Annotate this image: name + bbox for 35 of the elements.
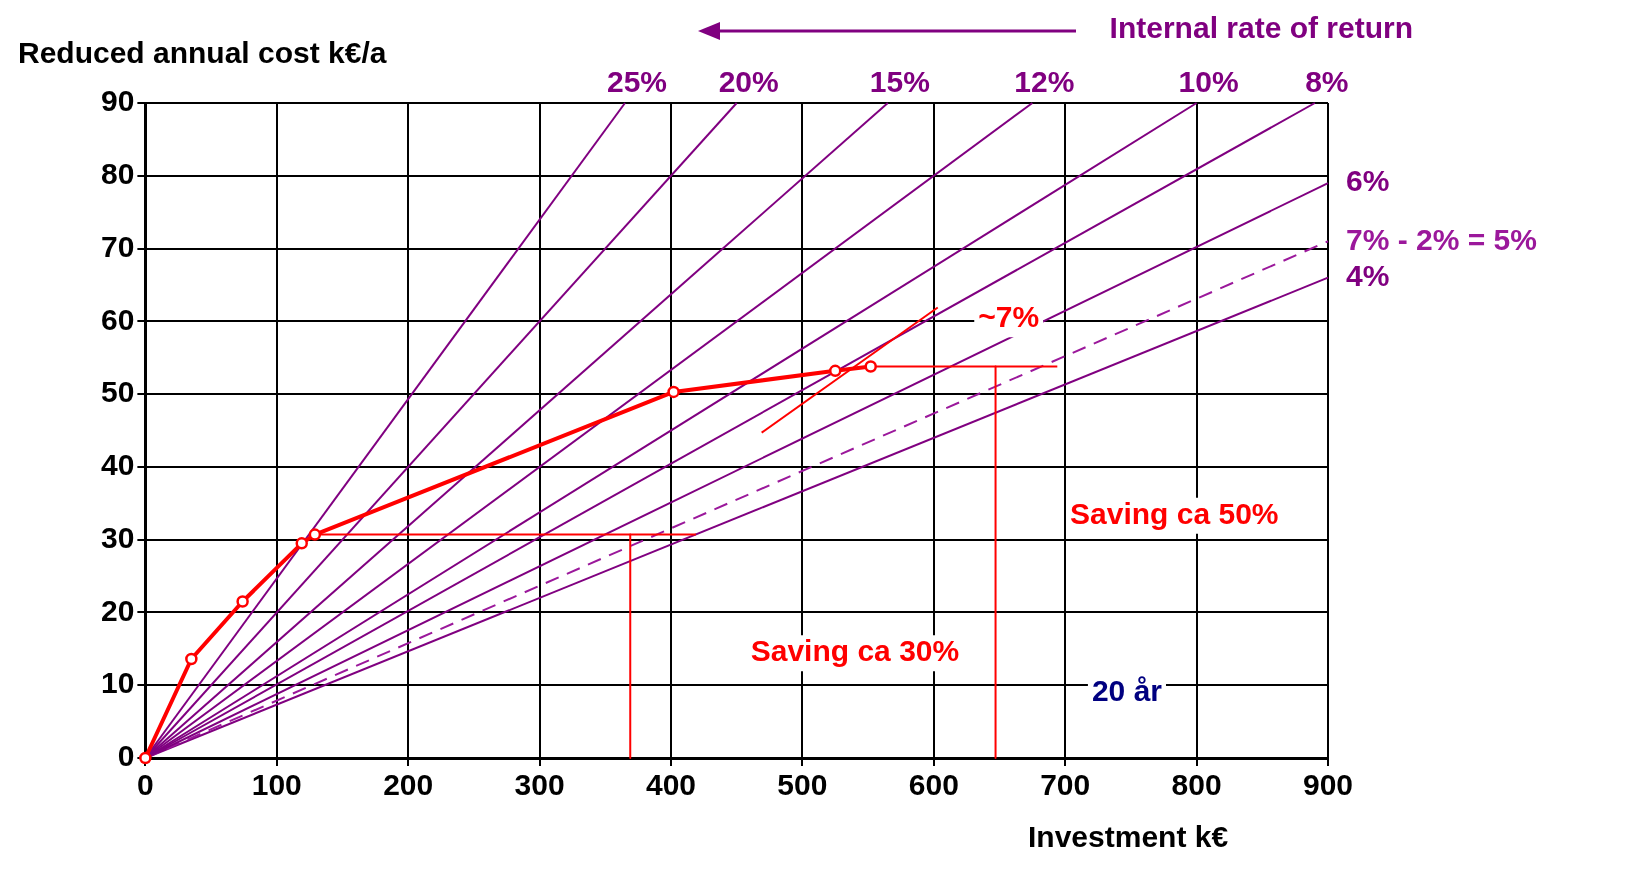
x-tick-label: 500: [777, 768, 828, 802]
y-tick-label: 60: [100, 302, 135, 336]
y-axis-title: Reduced annual cost k€/a: [18, 36, 387, 70]
y-tick-label: 0: [117, 739, 135, 773]
series-label: 6%: [1346, 164, 1390, 198]
series-label: 8%: [1305, 65, 1349, 99]
y-tick-label: 10: [100, 666, 135, 700]
y-tick-label: 90: [100, 84, 135, 118]
x-tick-label: 800: [1171, 768, 1222, 802]
y-tick-label: 20: [100, 593, 135, 627]
x-tick-label: 200: [383, 768, 434, 802]
series-label: 25%: [606, 65, 668, 99]
x-tick-label: 900: [1302, 768, 1354, 802]
x-tick-label: 300: [514, 768, 565, 802]
series-label: 10%: [1178, 65, 1239, 99]
y-tick-label: 80: [100, 157, 135, 191]
series-label: 15%: [869, 65, 930, 99]
series-label: 12%: [1014, 65, 1075, 99]
annotation: 20 år: [1091, 673, 1163, 707]
series-label: 4%: [1346, 258, 1390, 292]
y-tick-label: 50: [100, 375, 135, 409]
y-tick-label: 40: [100, 448, 135, 482]
y-tick-label: 30: [100, 520, 135, 554]
text: Internal rate of return: [1109, 11, 1413, 45]
x-tick-label: 600: [908, 768, 959, 802]
x-axis-title: Investment k€: [1028, 820, 1229, 854]
y-tick-label: 70: [100, 229, 135, 263]
annotation: Saving ca 30%: [750, 634, 960, 668]
x-tick-label: 100: [251, 768, 302, 802]
x-tick-label: 700: [1040, 768, 1091, 802]
legend-label: 20%: [718, 65, 779, 99]
annotation: Saving ca 50%: [1070, 496, 1279, 530]
x-tick-label: 400: [645, 768, 697, 802]
series-label: 7% - 2% = 5%: [1346, 222, 1537, 256]
annotation: ~7%: [978, 300, 1040, 334]
